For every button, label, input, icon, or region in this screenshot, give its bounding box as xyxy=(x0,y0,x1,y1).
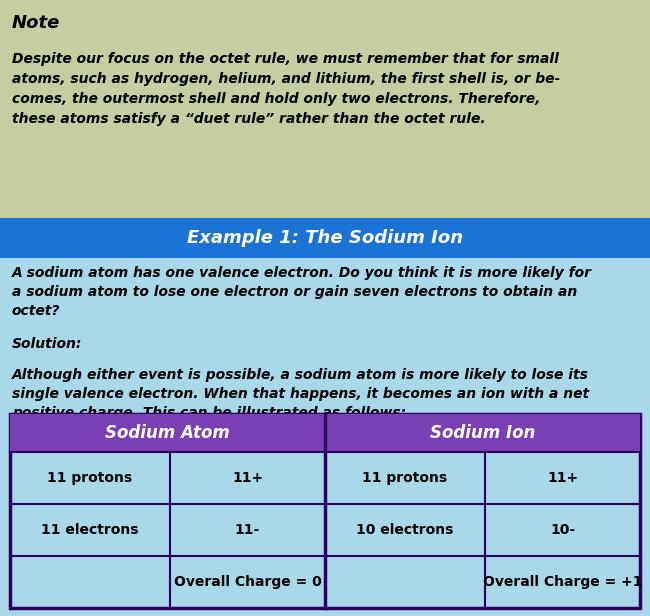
Bar xyxy=(0,218,650,258)
Bar xyxy=(0,0,650,218)
Text: Sodium Ion: Sodium Ion xyxy=(430,424,535,442)
Text: Overall Charge = +1: Overall Charge = +1 xyxy=(483,575,642,589)
Text: these atoms satisfy a “duet rule” rather than the octet rule.: these atoms satisfy a “duet rule” rather… xyxy=(12,112,486,126)
Text: 11-: 11- xyxy=(235,523,260,537)
Text: Overall Charge = 0: Overall Charge = 0 xyxy=(174,575,321,589)
Text: Despite our focus on the octet rule, we must remember that for small: Despite our focus on the octet rule, we … xyxy=(12,52,559,66)
Text: positive charge. This can be illustrated as follows:: positive charge. This can be illustrated… xyxy=(12,406,406,420)
Text: Sodium Atom: Sodium Atom xyxy=(105,424,230,442)
Text: 11 electrons: 11 electrons xyxy=(41,523,138,537)
Text: 11 protons: 11 protons xyxy=(363,471,448,485)
Text: a sodium atom to lose one electron or gain seven electrons to obtain an: a sodium atom to lose one electron or ga… xyxy=(12,285,577,299)
Text: Although either event is possible, a sodium atom is more likely to lose its: Although either event is possible, a sod… xyxy=(12,368,589,382)
Text: A sodium atom has one valence electron. Do you think it is more likely for: A sodium atom has one valence electron. … xyxy=(12,266,592,280)
Bar xyxy=(10,414,640,452)
Text: atoms, such as hydrogen, helium, and lithium, the first shell is, or be-: atoms, such as hydrogen, helium, and lit… xyxy=(12,72,560,86)
Text: 11+: 11+ xyxy=(232,471,263,485)
Text: single valence electron. When that happens, it becomes an ion with a net: single valence electron. When that happe… xyxy=(12,387,589,401)
Bar xyxy=(10,414,640,608)
Text: Solution:: Solution: xyxy=(12,337,83,351)
Bar xyxy=(0,258,650,616)
Text: octet?: octet? xyxy=(12,304,60,318)
Text: 10 electrons: 10 electrons xyxy=(356,523,454,537)
Text: Example 1: The Sodium Ion: Example 1: The Sodium Ion xyxy=(187,229,463,247)
Text: 11 protons: 11 protons xyxy=(47,471,133,485)
Text: Note: Note xyxy=(12,14,60,32)
Text: 10-: 10- xyxy=(550,523,575,537)
Text: 11+: 11+ xyxy=(547,471,578,485)
Text: comes, the outermost shell and hold only two electrons. Therefore,: comes, the outermost shell and hold only… xyxy=(12,92,540,106)
